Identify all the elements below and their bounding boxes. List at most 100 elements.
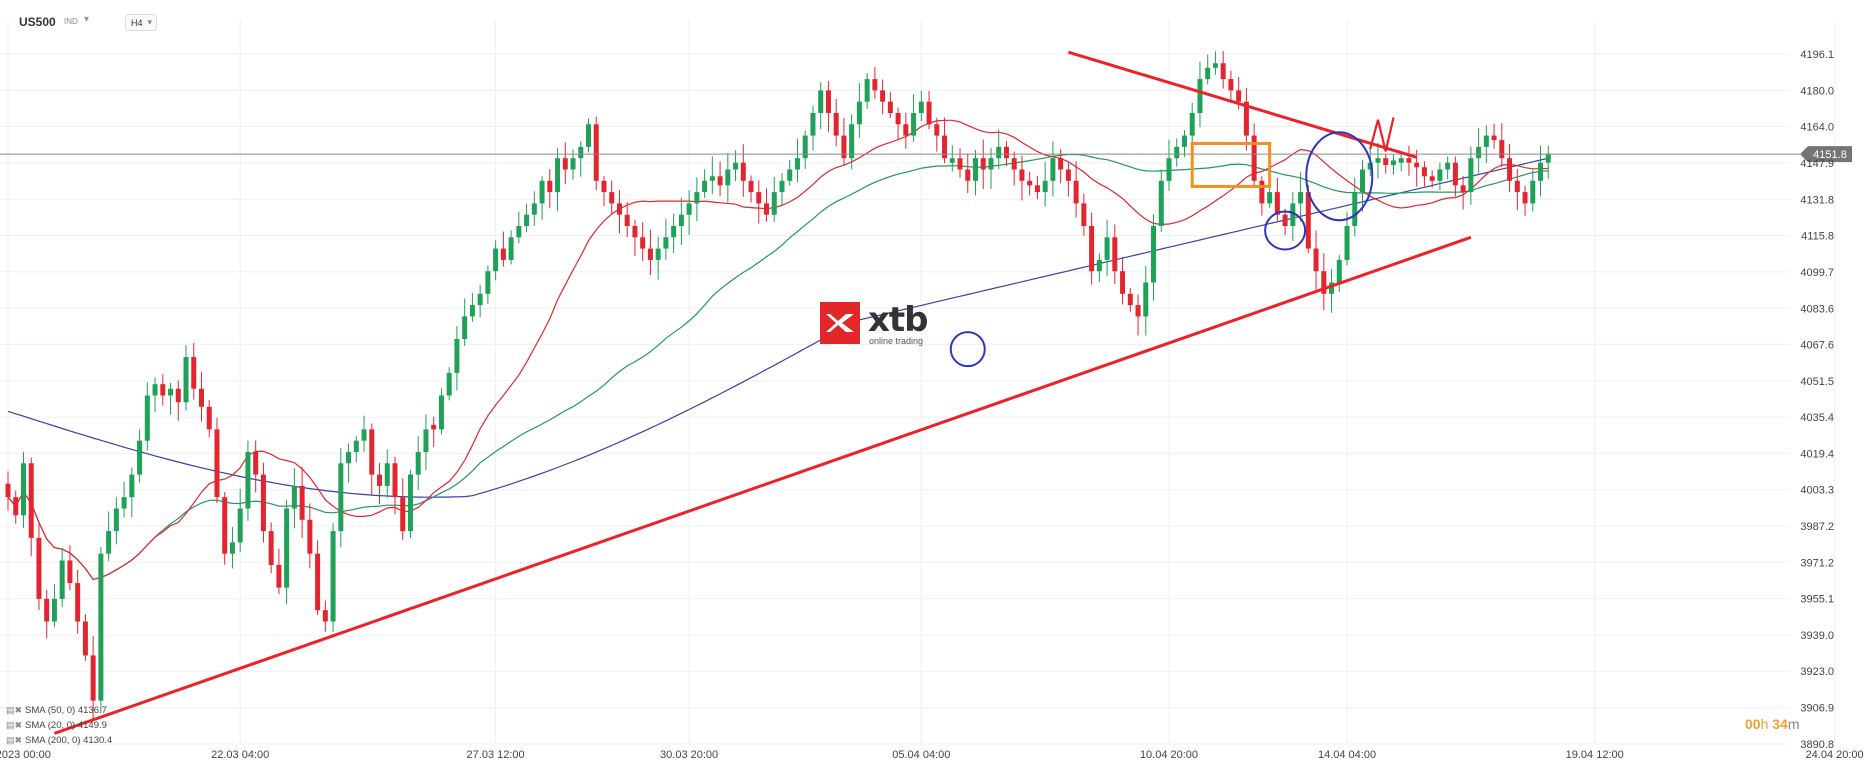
price-tick-label: 4147.9 [1800, 158, 1834, 170]
candle-body [253, 451, 259, 475]
candle-body [477, 293, 483, 306]
candle-body [377, 474, 383, 486]
candle-body [175, 388, 181, 403]
chart-grid [0, 20, 1836, 745]
candle-body [1514, 180, 1520, 193]
candle-body [322, 610, 328, 622]
candle-body [1096, 259, 1102, 272]
candle-body [748, 180, 754, 193]
candle-body [500, 248, 506, 260]
candle-body [152, 384, 158, 396]
candle-body [330, 531, 336, 622]
candle-body [400, 497, 406, 532]
candle-body [1151, 225, 1157, 283]
legend-item-sma50[interactable]: ▤✖ SMA (50, 0) 4136.7 [6, 703, 112, 718]
candle-body [75, 583, 81, 622]
candle-body [1073, 180, 1079, 204]
time-axis[interactable]: 17.03.2023 00:00 22.03 04:00 27.03 12:00 30… [0, 749, 1866, 761]
candle-body [980, 158, 986, 170]
candle-body [493, 248, 499, 272]
price-tick-label: 3955.1 [1800, 594, 1834, 606]
candle-body [1228, 79, 1234, 91]
candle-body [887, 101, 893, 113]
candle-body [222, 497, 228, 554]
candle-body [1344, 225, 1350, 260]
timer-hours: 00 [1745, 716, 1761, 732]
candle-body [485, 271, 491, 294]
timeframe-value: H4 [131, 18, 143, 28]
candlestick-series [5, 51, 1551, 721]
price-tick-label: 4083.6 [1800, 303, 1834, 315]
price-axis[interactable]: 4196.1 4180.0 4164.0 4147.9 4131.8 4115.8 4099… [1800, 49, 1834, 751]
candle-body [856, 101, 862, 125]
candle-body [1205, 67, 1211, 80]
candle-body [1282, 214, 1288, 226]
candle-body [315, 553, 321, 611]
candle-body [1421, 167, 1427, 177]
candle-body [423, 429, 429, 452]
candle-body [446, 372, 452, 396]
time-tick-label: 10.04 20:00 [1140, 749, 1198, 761]
sma200-touch-circle [949, 331, 986, 368]
candle-body [1166, 158, 1172, 181]
candle-body [407, 474, 413, 532]
candle-body [794, 158, 800, 170]
candle-body [733, 162, 739, 170]
candle-body [709, 176, 715, 181]
candle-body [1089, 225, 1095, 272]
candle-body [1243, 101, 1249, 136]
candle-body [20, 463, 26, 516]
candle-body [1104, 237, 1110, 260]
candle-body [764, 203, 770, 215]
price-tick-label: 4180.0 [1800, 85, 1834, 97]
candle-body [129, 474, 135, 498]
price-tick-label: 3939.0 [1800, 630, 1834, 642]
symbol-dropdown-chevron-icon[interactable]: ▾ [84, 14, 90, 25]
candle-body [1460, 185, 1466, 193]
candle-body [121, 497, 127, 509]
legend-item-sma20[interactable]: ▤✖ SMA (20, 0) 4149.9 [6, 718, 112, 733]
legend-item-sma200[interactable]: ▤✖ SMA (200, 0) 4130.4 [6, 733, 112, 748]
candle-body [949, 158, 955, 163]
candle-body [965, 169, 971, 181]
chart-toolbar: US500 IND ▾ H4 ▾ [0, 0, 1800, 40]
candle-body [237, 508, 243, 543]
time-tick-label: 22.03 04:00 [211, 749, 269, 761]
price-tick-label: 4164.0 [1800, 122, 1834, 134]
candle-body [957, 158, 963, 170]
timeframe-chevron-icon: ▾ [147, 17, 152, 27]
timeframe-selector[interactable]: H4 ▾ [125, 14, 157, 31]
candle-body [384, 463, 390, 486]
candle-body [586, 124, 591, 147]
legend-text: SMA (20, 0) 4149.9 [25, 720, 107, 731]
indicator-settings-icon[interactable]: ▤✖ [6, 720, 23, 730]
candle-body [369, 429, 375, 475]
indicator-settings-icon[interactable]: ▤✖ [6, 705, 23, 715]
candle-body [1081, 203, 1087, 226]
candle-body [229, 542, 235, 554]
candle-body [67, 560, 73, 584]
candle-body [1522, 192, 1528, 204]
time-tick-label: 17.03.2023 00:00 [0, 749, 51, 761]
symbol-label[interactable]: US500 [19, 15, 56, 29]
candle-body [1313, 248, 1319, 272]
candle-body [740, 162, 746, 181]
candle-body [524, 214, 530, 226]
candle-body [1127, 293, 1133, 306]
sma200-retest-circle [1264, 210, 1307, 251]
candle-body [299, 485, 305, 520]
xtb-logo-mark-icon [820, 302, 860, 344]
candle-body [199, 388, 204, 407]
candle-body [1360, 169, 1365, 193]
consolidation-box [1190, 141, 1272, 188]
candle-body [113, 508, 119, 532]
candle-body [601, 180, 607, 193]
candle-body [694, 192, 700, 204]
price-tick-label: 4019.4 [1800, 448, 1834, 460]
candle-body [13, 497, 19, 516]
indicator-settings-icon[interactable]: ▤✖ [6, 735, 23, 745]
sma-20-line [7, 119, 1549, 581]
candle-body [51, 598, 57, 622]
candle-body [206, 406, 212, 430]
